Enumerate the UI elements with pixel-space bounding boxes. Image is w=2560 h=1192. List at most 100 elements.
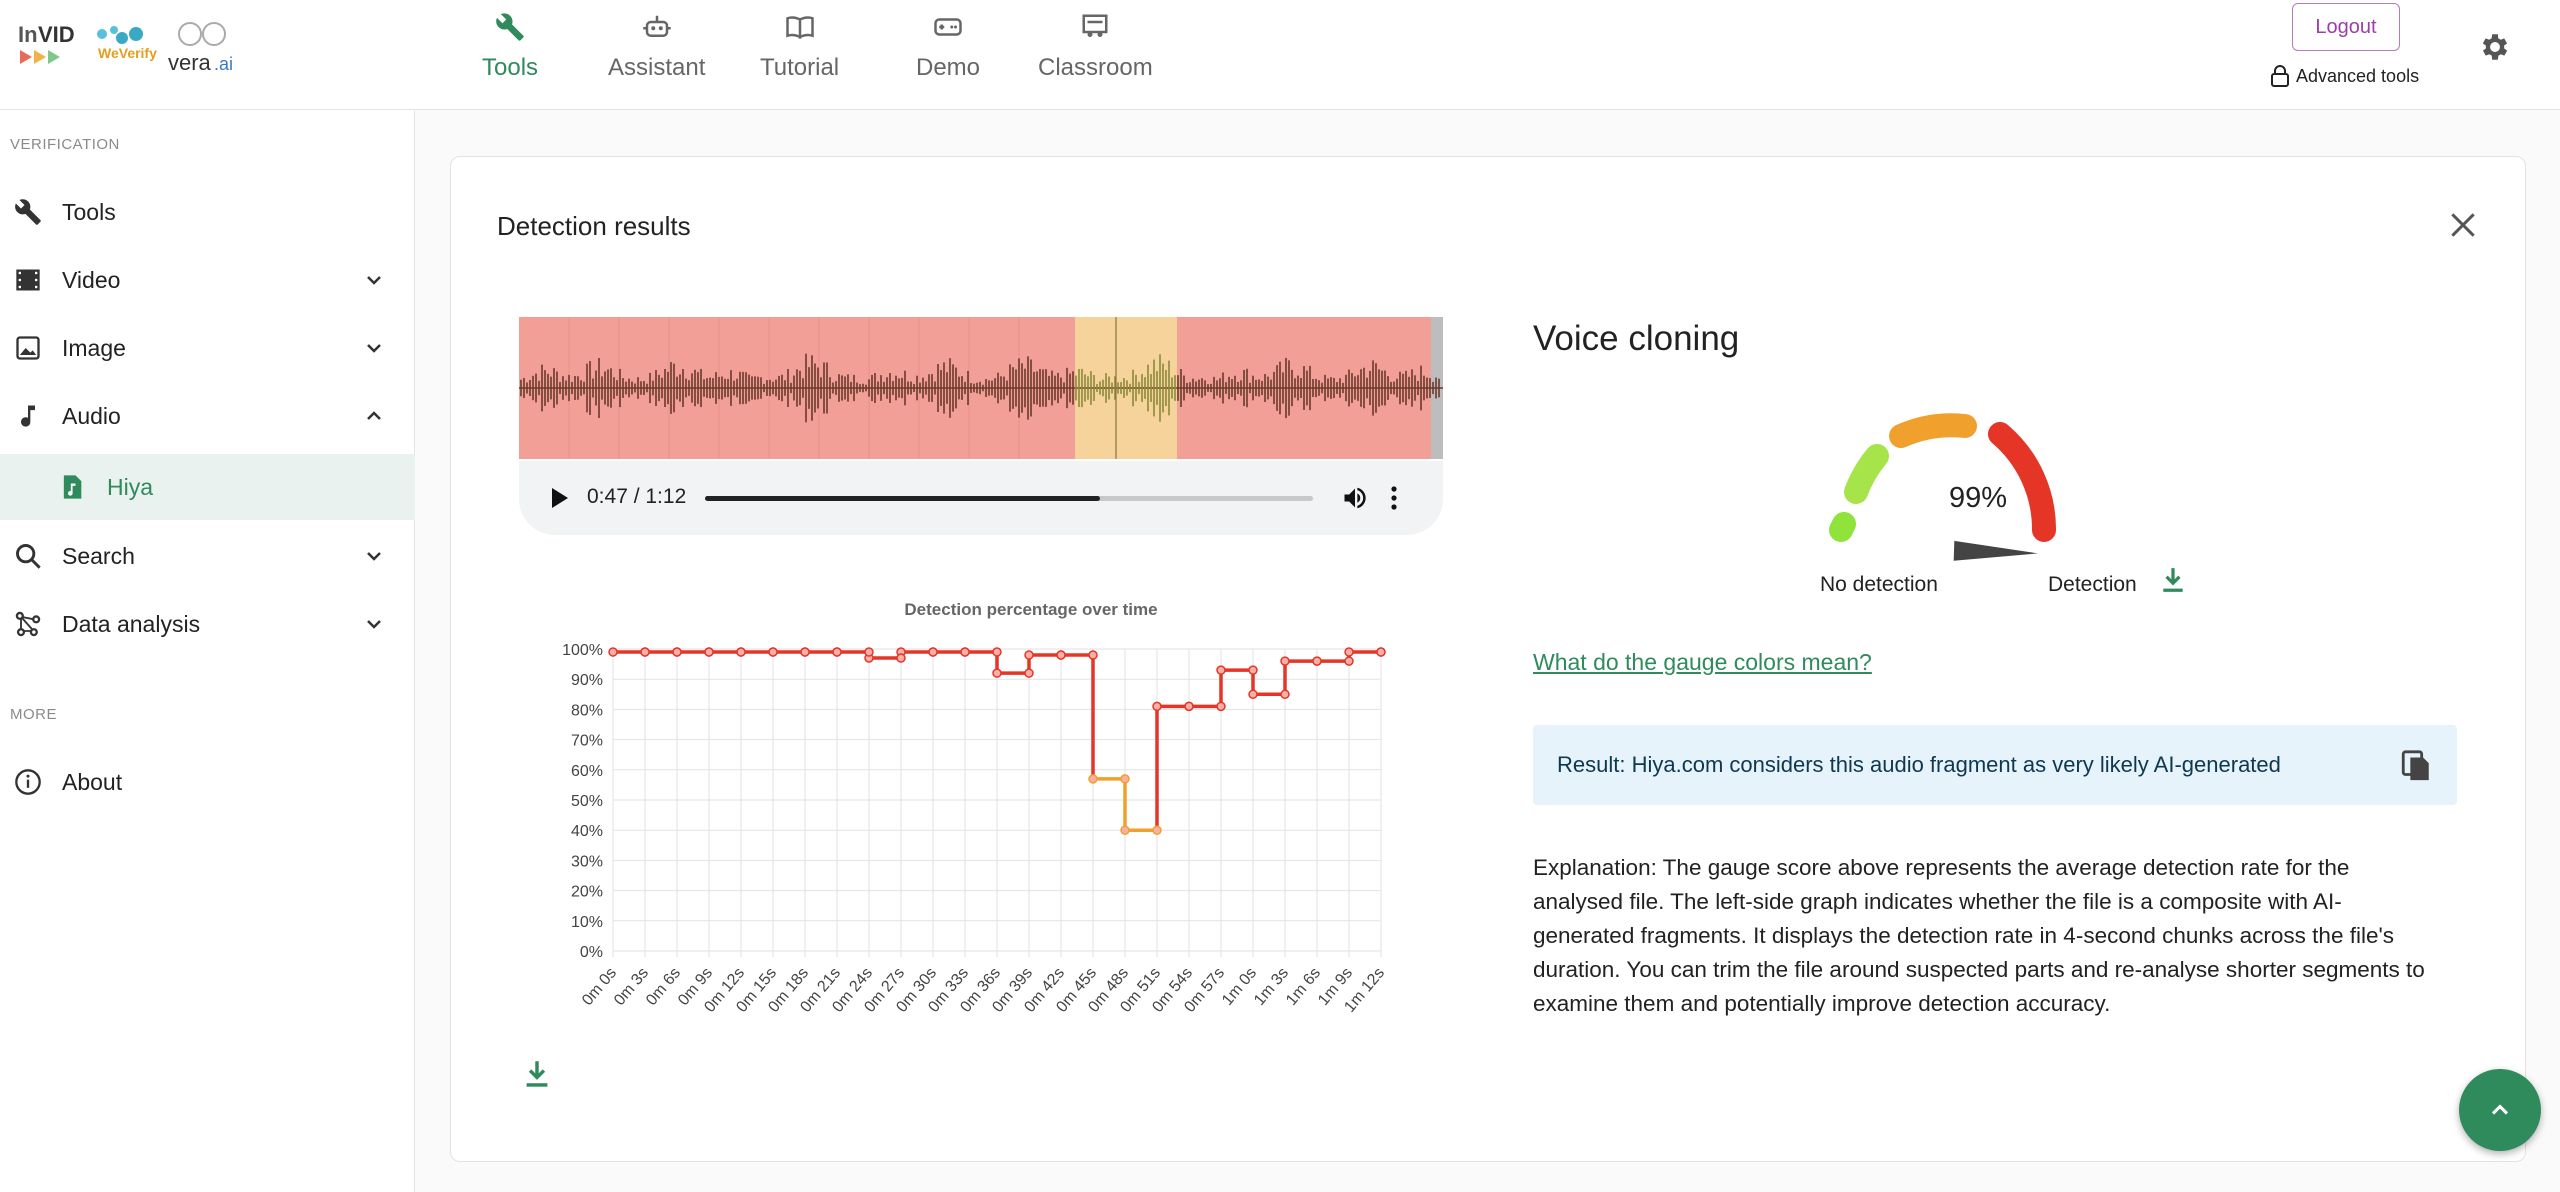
chevron-up-icon <box>2491 1104 2509 1115</box>
chart-point <box>1376 647 1386 657</box>
y-tick-label: 90% <box>571 672 603 689</box>
lock-icon <box>2271 65 2289 87</box>
voice-cloning-title: Voice cloning <box>1533 319 1740 358</box>
book-icon <box>785 16 814 40</box>
chart-point <box>928 647 938 657</box>
chart-point <box>1216 665 1226 675</box>
audio-waveform[interactable] <box>519 317 1443 459</box>
gauge-value: 99% <box>1948 482 2008 514</box>
y-tick-label: 0% <box>580 944 603 961</box>
download-chart-icon[interactable] <box>523 1059 551 1089</box>
chart-point <box>1056 650 1066 660</box>
sidebar-item-label: Audio <box>62 402 121 429</box>
graph-icon <box>15 611 41 637</box>
chart-point <box>1344 647 1354 657</box>
volume-icon[interactable] <box>1341 484 1369 512</box>
advanced-tools-label: Advanced tools <box>2296 65 2420 86</box>
chart-point <box>992 668 1002 678</box>
y-tick-label: 80% <box>571 702 603 719</box>
chart-point <box>1184 701 1194 712</box>
player-progress-bar[interactable] <box>705 496 1313 501</box>
close-icon[interactable] <box>2447 209 2479 241</box>
player-time: 0:47 / 1:12 <box>587 485 687 508</box>
gauge-colors-link[interactable]: What do the gauge colors mean? <box>1533 649 1872 675</box>
y-tick-label: 40% <box>571 823 603 840</box>
svg-text:WeVerify: WeVerify <box>98 45 157 61</box>
gauge-detection-label: Detection <box>2048 573 2137 596</box>
chevron-down-icon <box>367 552 381 561</box>
tab-tutorial[interactable]: Tutorial <box>760 12 839 98</box>
result-text: Result: Hiya.com considers this audio fr… <box>1557 752 2281 777</box>
chart-point <box>704 647 714 657</box>
chevron-down-icon <box>367 344 381 353</box>
sidebar-item-label: Search <box>62 542 135 569</box>
play-icon[interactable] <box>547 485 571 511</box>
logout-button[interactable]: Logout <box>2292 3 2400 51</box>
card-title: Detection results <box>497 211 691 241</box>
tab-classroom[interactable]: Classroom <box>1038 12 1153 98</box>
svg-text:vera: vera <box>168 50 212 75</box>
sidebar-item-label: Data analysis <box>62 610 201 637</box>
player-progress-fill <box>705 496 1101 501</box>
tab-assistant-label: Assistant <box>608 54 706 81</box>
music-note-icon <box>21 405 35 427</box>
chart-point <box>672 647 682 657</box>
tab-assistant[interactable]: Assistant <box>608 12 705 98</box>
x-tick-label: 0m 3s <box>611 965 652 1009</box>
sidebar-item-audio[interactable]: Audio <box>0 384 415 448</box>
chart-point <box>896 653 906 663</box>
tab-demo[interactable]: Demo <box>916 12 980 98</box>
chart-point <box>1280 689 1290 700</box>
chart-point <box>1152 701 1162 712</box>
x-tick-label: 0m 6s <box>643 965 684 1009</box>
chart-point <box>1024 668 1034 678</box>
y-tick-label: 100% <box>562 642 603 659</box>
chart-point <box>1312 656 1322 666</box>
download-gauge-icon[interactable] <box>2160 566 2186 594</box>
chevron-down-icon <box>367 620 381 629</box>
chart-point <box>1216 701 1226 712</box>
more-options-icon[interactable] <box>1387 483 1401 513</box>
sidebar-item-hiya[interactable]: Hiya <box>0 454 415 520</box>
chart-point <box>832 647 842 657</box>
svg-text:.ai: .ai <box>214 54 233 74</box>
chart-point <box>800 647 810 657</box>
chart-point <box>992 647 1002 657</box>
top-bar: In VID WeVerify vera .ai Tools Assistant… <box>0 0 2560 110</box>
explanation-text: Explanation: The gauge score above repre… <box>1533 855 2425 1016</box>
image-icon <box>16 336 40 360</box>
y-tick-label: 70% <box>571 733 603 750</box>
detection-chart: Detection percentage over time 0% 10% 20% 3… <box>562 600 1388 1016</box>
wrench-icon <box>15 199 41 225</box>
chart-point <box>1088 650 1098 660</box>
sidebar-item-label: Image <box>62 334 126 361</box>
sidebar-item-search[interactable]: Search <box>0 524 415 588</box>
chevron-down-icon <box>367 276 381 285</box>
y-tick-label: 10% <box>571 914 603 931</box>
sidebar-item-label: About <box>62 768 123 795</box>
chart-point <box>1152 825 1162 835</box>
wrench-icon <box>496 13 524 41</box>
sidebar-item-data-analysis[interactable]: Data analysis <box>0 592 415 656</box>
gauge-needle <box>1953 540 2038 561</box>
tab-tutorial-label: Tutorial <box>760 54 840 81</box>
chart-title: Detection percentage over time <box>904 600 1157 619</box>
sidebar-item-about[interactable]: About <box>0 750 415 814</box>
sidebar-item-tools[interactable]: Tools <box>0 180 415 244</box>
gear-icon[interactable] <box>2478 30 2512 64</box>
advanced-tools-link[interactable]: Advanced tools <box>2270 64 2419 88</box>
app-logo[interactable]: In VID WeVerify vera .ai <box>18 20 248 80</box>
section-label-more: MORE <box>10 706 57 723</box>
scroll-top-button[interactable] <box>2459 1069 2541 1151</box>
tab-tools-label: Tools <box>482 54 539 81</box>
sidebar-item-image[interactable]: Image <box>0 316 415 380</box>
film-icon <box>16 269 40 291</box>
sidebar-item-video[interactable]: Video <box>0 248 415 312</box>
copy-icon[interactable] <box>2399 749 2433 783</box>
chart-point <box>864 647 874 657</box>
gauge-no-detection-label: No detection <box>1820 573 1938 596</box>
info-icon <box>15 769 41 795</box>
chart-point <box>1280 656 1290 666</box>
tab-tools[interactable]: Tools <box>482 12 538 98</box>
x-tick-label: 0m 0s <box>579 965 620 1009</box>
